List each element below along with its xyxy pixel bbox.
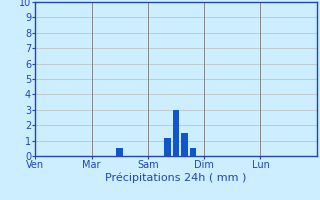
X-axis label: Précipitations 24h ( mm ): Précipitations 24h ( mm ) (105, 173, 247, 183)
Bar (116, 148, 123, 156)
Bar (189, 148, 196, 156)
Bar (172, 110, 180, 156)
Bar (181, 133, 188, 156)
Bar (164, 138, 171, 156)
